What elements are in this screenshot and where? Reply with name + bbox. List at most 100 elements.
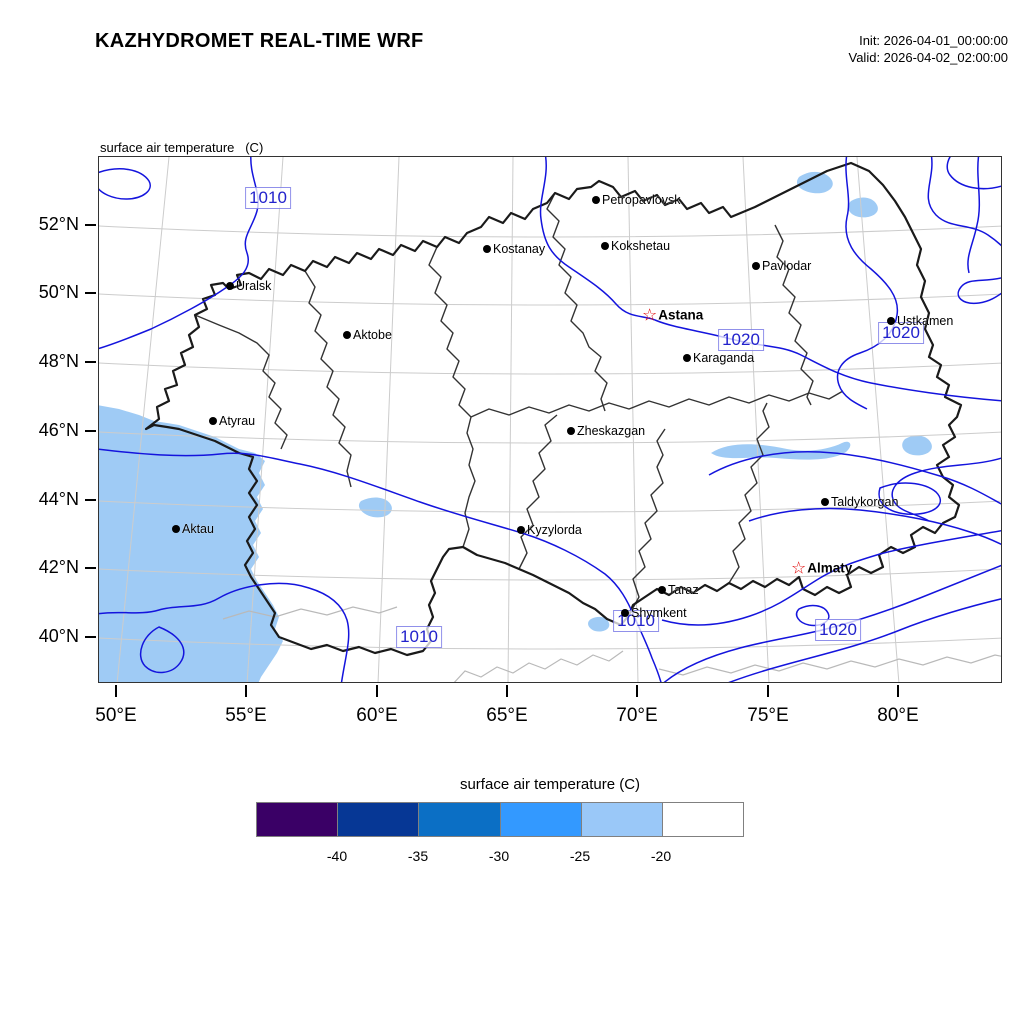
capital-star-icon: ☆ — [791, 558, 807, 578]
kazakhstan-border — [144, 161, 963, 657]
city-dot-icon — [592, 196, 600, 204]
city-marker: Ustkamen — [887, 314, 953, 328]
valid-time: Valid: 2026-04-02_02:00:00 — [848, 50, 1009, 65]
lat-tick — [85, 292, 96, 294]
lon-tick-label: 60°E — [356, 705, 398, 726]
city-label: Taldykorgan — [831, 495, 899, 509]
neighbor-country-borders — [222, 606, 1001, 682]
graticule-lines — [99, 157, 1001, 682]
city-label: Atyrau — [219, 414, 256, 428]
lat-tick — [85, 361, 96, 363]
city-dot-icon — [821, 498, 829, 506]
pressure-label: 1010 — [245, 187, 291, 209]
city-marker: Shymkent — [621, 606, 687, 620]
city-dot-icon — [226, 282, 234, 290]
lon-tick-label: 55°E — [225, 705, 267, 726]
lat-tick — [85, 567, 96, 569]
lat-tick — [85, 499, 96, 501]
city-label: Aktau — [182, 522, 214, 536]
lat-tick-label: 44°N — [38, 489, 79, 510]
colorbar-segment — [662, 803, 744, 836]
city-dot-icon — [517, 526, 525, 534]
city-label: Kyzylorda — [527, 523, 582, 537]
city-dot-icon — [567, 427, 575, 435]
colorbar-segment — [338, 803, 420, 836]
subtitle-temperature: surface air temperature (C) — [100, 140, 264, 155]
pressure-label: 1020 — [878, 322, 924, 344]
city-marker: Zheskazgan — [567, 424, 645, 438]
temperature-colorbar — [256, 802, 744, 837]
init-time: Init: 2026-04-01_00:00:00 — [859, 33, 1008, 48]
city-dot-icon — [343, 331, 351, 339]
lon-tick-label: 65°E — [486, 705, 528, 726]
city-label: Shymkent — [631, 606, 687, 620]
lon-tick — [245, 685, 247, 697]
city-marker: Uralsk — [226, 279, 271, 293]
lon-tick — [115, 685, 117, 697]
lat-tick-label: 52°N — [38, 214, 79, 235]
city-marker: Kyzylorda — [517, 523, 582, 537]
city-label: Taraz — [668, 583, 699, 597]
colorbar-segment — [419, 803, 501, 836]
lon-tick-label: 75°E — [747, 705, 789, 726]
city-marker: Taldykorgan — [821, 495, 898, 509]
lon-tick — [376, 685, 378, 697]
city-dot-icon — [621, 609, 629, 617]
city-marker: Aktau — [172, 522, 214, 536]
pressure-label: 1020 — [718, 329, 764, 351]
city-dot-icon — [172, 525, 180, 533]
colorbar-tick-label: -30 — [488, 848, 510, 864]
city-label: Kostanay — [493, 242, 546, 256]
lon-tick — [897, 685, 899, 697]
lon-tick-label: 80°E — [877, 705, 919, 726]
colorbar-tick-label: -20 — [650, 848, 672, 864]
city-label: Almaty — [807, 560, 853, 576]
city-marker: Kokshetau — [601, 239, 670, 253]
city-marker: Karaganda — [683, 351, 754, 365]
city-dot-icon — [683, 354, 691, 362]
oblast-borders — [194, 192, 844, 616]
pressure-label: 1010 — [396, 626, 442, 648]
city-dot-icon — [658, 586, 666, 594]
lon-tick — [767, 685, 769, 697]
city-marker: Aktobe — [343, 328, 392, 342]
lat-tick-label: 48°N — [38, 351, 79, 372]
city-marker: Atyrau — [209, 414, 255, 428]
colorbar-tick-label: -35 — [407, 848, 429, 864]
lon-tick-label: 70°E — [616, 705, 658, 726]
city-dot-icon — [752, 262, 760, 270]
city-label: Aktobe — [353, 328, 392, 342]
city-label: Kokshetau — [611, 239, 671, 253]
kazakhstan-map — [99, 157, 1001, 682]
map-area: 1010 1020 1020 1010 1010 1020 Petropavlovsk Kos… — [39, 156, 1002, 726]
city-label: Karaganda — [693, 351, 755, 365]
colorbar-tick-label: -40 — [326, 848, 348, 864]
city-marker: ☆ Almaty — [791, 560, 852, 577]
city-dot-icon — [887, 317, 895, 325]
city-marker: Petropavlovsk — [592, 193, 681, 207]
model-run-info: Init: 2026-04-01_00:00:00 Valid: 2026-04… — [849, 32, 1009, 66]
city-marker: Taraz — [658, 583, 699, 597]
pressure-label: 1010 — [613, 610, 659, 632]
city-dot-icon — [601, 242, 609, 250]
city-label: Astana — [658, 307, 704, 323]
city-label: Ustkamen — [897, 314, 954, 328]
colorbar-title: surface air temperature (C) — [459, 776, 641, 793]
lat-tick-label: 40°N — [38, 626, 79, 647]
city-dot-icon — [483, 245, 491, 253]
lat-tick — [85, 430, 96, 432]
city-marker: Kostanay — [483, 242, 545, 256]
pressure-label: 1020 — [815, 619, 861, 641]
colorbar-tick-label: -25 — [569, 848, 591, 864]
lon-tick — [506, 685, 508, 697]
map-frame: 1010 1020 1020 1010 1010 1020 Petropavlovsk Kos… — [98, 156, 1002, 683]
city-dot-icon — [209, 417, 217, 425]
colorbar-segment — [581, 803, 663, 836]
page-title: KAZHYDROMET REAL-TIME WRF — [95, 30, 424, 52]
city-marker: Pavlodar — [752, 259, 811, 273]
lat-tick — [85, 224, 96, 226]
city-label: Zheskazgan — [577, 424, 646, 438]
city-marker: ☆ Astana — [642, 307, 703, 324]
city-label: Uralsk — [236, 279, 272, 293]
